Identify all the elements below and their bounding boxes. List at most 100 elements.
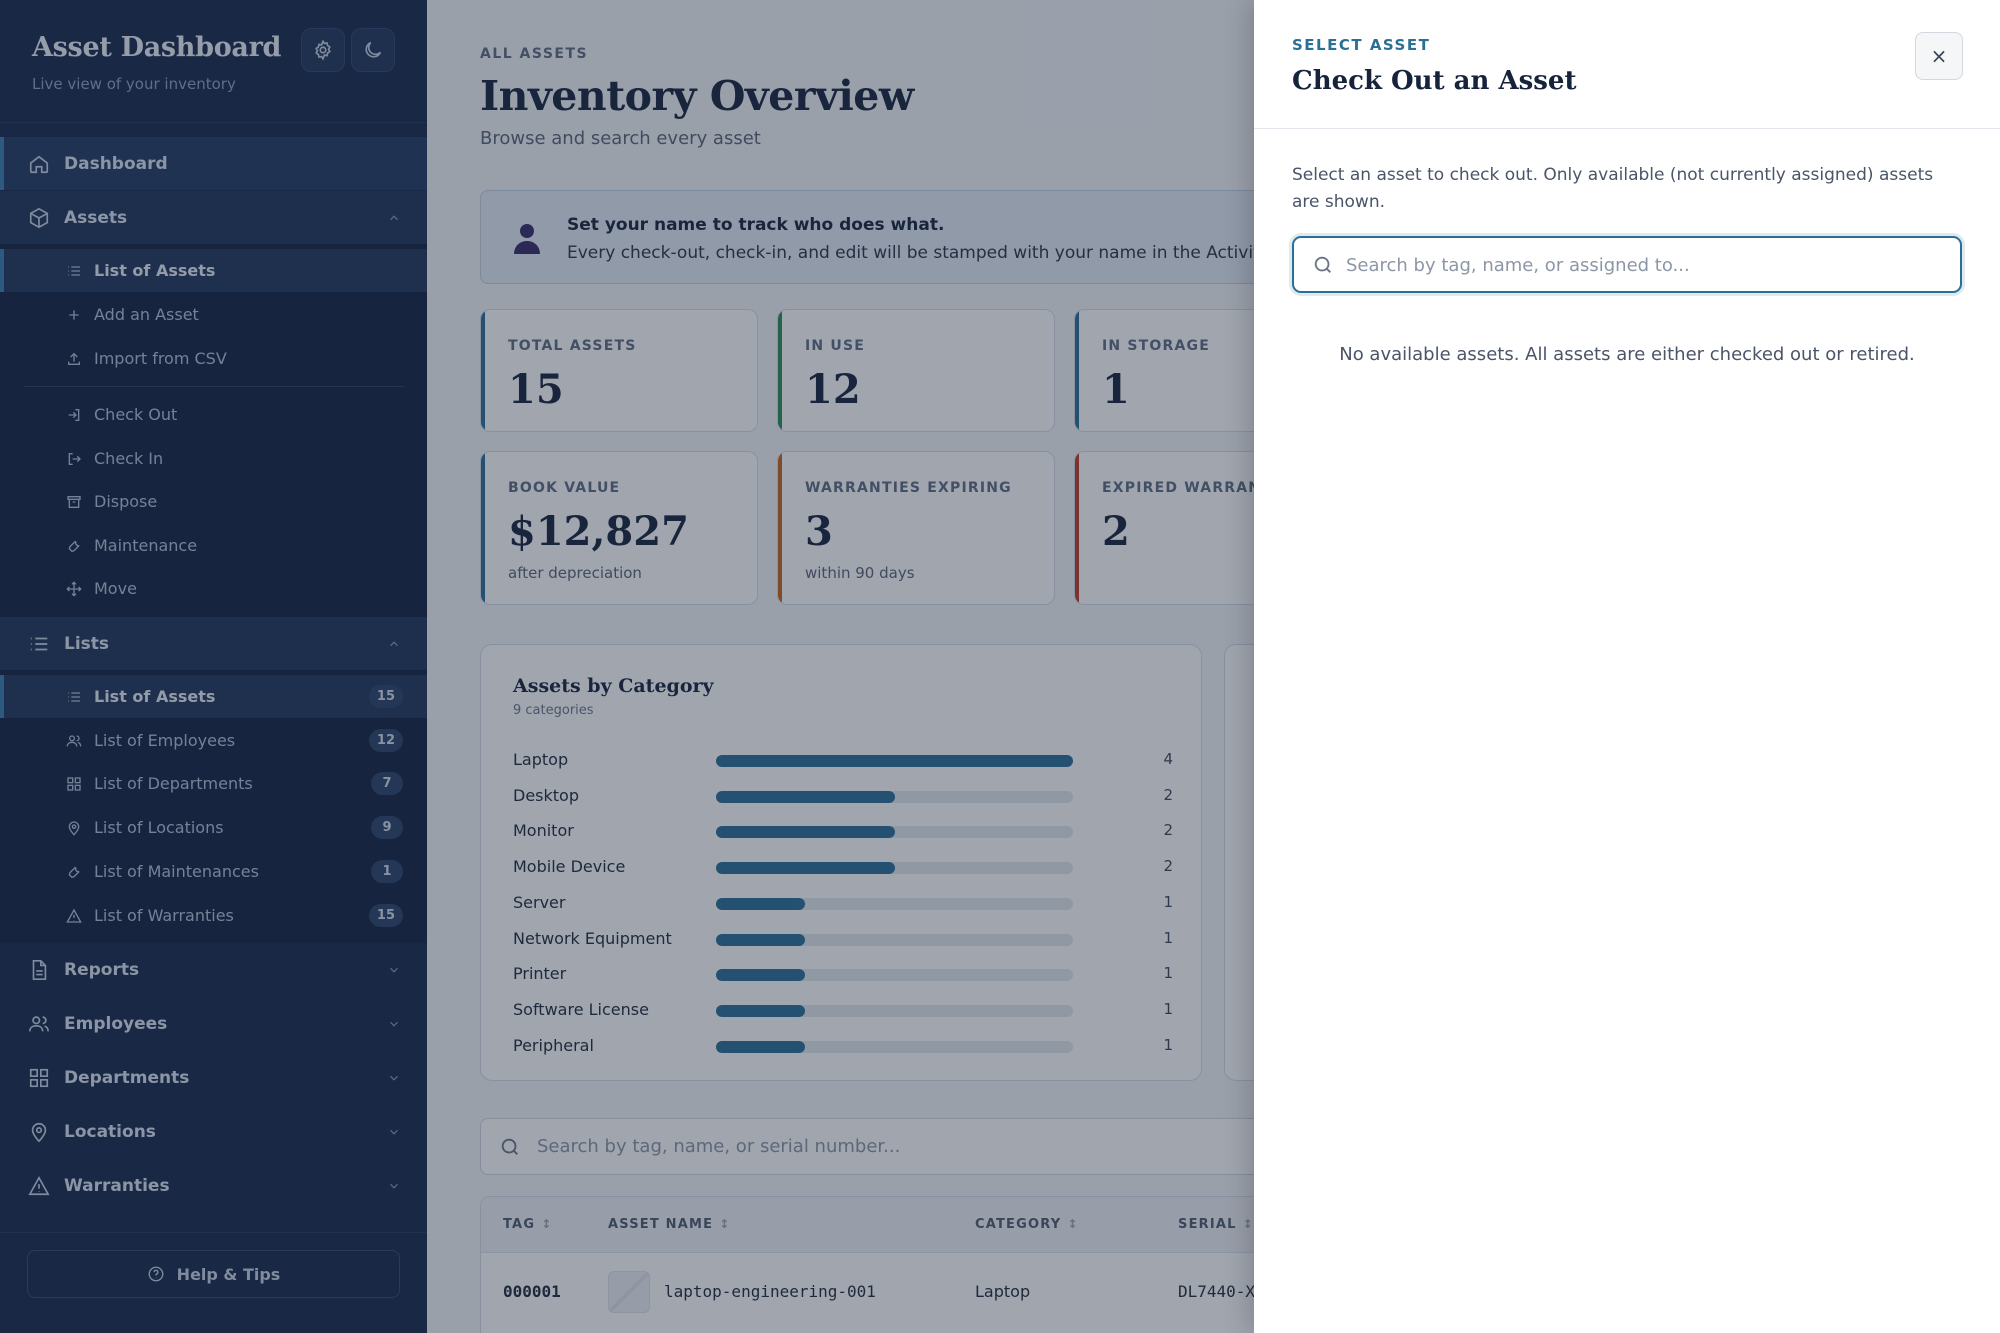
sub-maintenance[interactable]: Maintenance [0,524,427,567]
bar-track [716,1004,1073,1017]
logout-icon [68,452,81,465]
chevron-down-icon [390,1129,398,1135]
bar-track [716,933,1073,946]
settings-button[interactable] [301,28,345,72]
page-eyebrow: ALL ASSETS [480,46,589,62]
warning-icon [28,1175,50,1195]
chevron-down-icon [390,1075,398,1081]
sub-list-maintenances[interactable]: List of Maintenances 1 [0,850,427,893]
sub-add-asset[interactable]: Add an Asset [0,293,427,336]
col-category-label: CATEGORY [975,1217,1062,1232]
archive-icon [67,495,81,508]
sub-label: List of Assets [94,261,216,280]
nav-employees[interactable]: Employees [0,997,427,1050]
sub-move[interactable]: Move [0,567,427,610]
dark-mode-toggle[interactable] [351,28,395,72]
sub-import-csv[interactable]: Import from CSV [0,337,427,380]
nav-departments[interactable]: Departments [0,1051,427,1104]
asset-select-search[interactable] [1292,236,1962,293]
col-serial-label: SERIAL [1178,1217,1237,1232]
sub-check-out[interactable]: Check Out [0,393,427,436]
sub-dispose[interactable]: Dispose [0,480,427,523]
asset-select-input[interactable] [1346,250,1936,280]
nav-assets[interactable]: Assets [0,191,427,244]
grid-icon [67,776,81,791]
bar-row: Monitor 2 [513,813,1173,849]
nav-dashboard[interactable]: Dashboard [0,137,427,190]
col-header-category[interactable]: CATEGORY ↕ [975,1217,1079,1232]
chart-title: Assets by Category [513,675,714,697]
sort-icon: ↕ [719,1217,731,1231]
stat-accent [1075,310,1079,431]
sub-list-departments[interactable]: List of Departments 7 [0,762,427,805]
close-button[interactable]: × [1915,32,1963,80]
col-header-tag[interactable]: TAG ↕ [503,1217,552,1232]
bar-value-label: 1 [1163,1035,1173,1054]
gear-icon [315,39,331,61]
count-badge: 7 [371,772,403,795]
search-icon [1314,256,1331,273]
sort-icon: ↕ [1242,1217,1254,1231]
drawer-eyebrow: SELECT ASSET [1292,36,1431,54]
nav-lists[interactable]: Lists [0,617,427,670]
sub-label: Add an Asset [94,305,199,324]
sub-list-employees[interactable]: List of Employees 12 [0,719,427,762]
nav-lists-label: Lists [64,633,110,654]
bar-label: Laptop [513,750,569,769]
sub-label: List of Assets [94,687,216,706]
col-header-serial[interactable]: SERIAL ↕ [1178,1217,1254,1232]
move-icon [66,580,82,597]
sub-list-warranties[interactable]: List of Warranties 15 [0,894,427,937]
stat-value: 1 [1102,366,1130,413]
users-icon [29,1015,49,1031]
nav-reports[interactable]: Reports [0,943,427,996]
bar-label: Server [513,892,566,912]
bar-track [716,826,1073,839]
moon-icon [365,41,382,58]
stat-card-book-value: BOOK VALUE $12,827 after depreciation [480,451,758,605]
help-circle-icon [148,1266,164,1282]
modal-backdrop[interactable] [0,0,1254,1333]
sub-label: Dispose [94,492,158,511]
user-silhouette-icon [514,224,540,254]
sub-list-assets[interactable]: List of Assets 15 [0,675,427,718]
stat-card-in-use: IN USE 12 [777,309,1055,432]
bar-track [716,969,1073,982]
bar-row: Mobile Device 2 [513,849,1173,885]
sub-label: List of Locations [94,818,224,837]
stat-value: 15 [508,366,564,413]
sort-icon: ↕ [541,1217,553,1231]
page-subtitle: Browse and search every asset [480,128,761,149]
stat-value: 3 [805,508,833,555]
box-icon [29,207,49,228]
nav-warranties[interactable]: Warranties [0,1159,427,1212]
col-header-asset-name[interactable]: ASSET NAME ↕ [608,1217,731,1232]
count-badge: 9 [371,816,403,839]
help-tips-button[interactable]: Help & Tips [27,1250,400,1298]
bar-label: Desktop [513,785,579,805]
sidebar-divider [0,1232,427,1233]
stat-accent [481,310,485,431]
bar-row: Peripheral 1 [513,1028,1173,1064]
stat-label: IN USE [805,338,866,354]
chart-subtitle: 9 categories [513,703,594,718]
col-name-label: ASSET NAME [608,1217,714,1232]
bar-value-label: 4 [1163,750,1173,768]
bar-row: Laptop 4 [513,742,1173,778]
stat-note: within 90 days [805,564,915,582]
sub-list-of-assets[interactable]: List of Assets [0,249,427,292]
stat-label: BOOK VALUE [508,480,621,496]
file-icon [32,959,47,980]
sub-list-locations[interactable]: List of Locations 9 [0,806,427,849]
bar [716,933,806,946]
sidebar-divider [0,122,427,123]
bar-row: Desktop 2 [513,778,1173,814]
sidebar: Asset Dashboard Live view of your invent… [0,0,427,1333]
stat-card-total-assets: TOTAL ASSETS 15 [480,309,758,432]
nav-locations[interactable]: Locations [0,1105,427,1158]
nav-dashboard-label: Dashboard [64,153,168,174]
grid-icon [29,1068,49,1087]
sub-check-in[interactable]: Check In [0,437,427,480]
bar-value-label: 1 [1163,928,1173,947]
bar [716,862,895,875]
